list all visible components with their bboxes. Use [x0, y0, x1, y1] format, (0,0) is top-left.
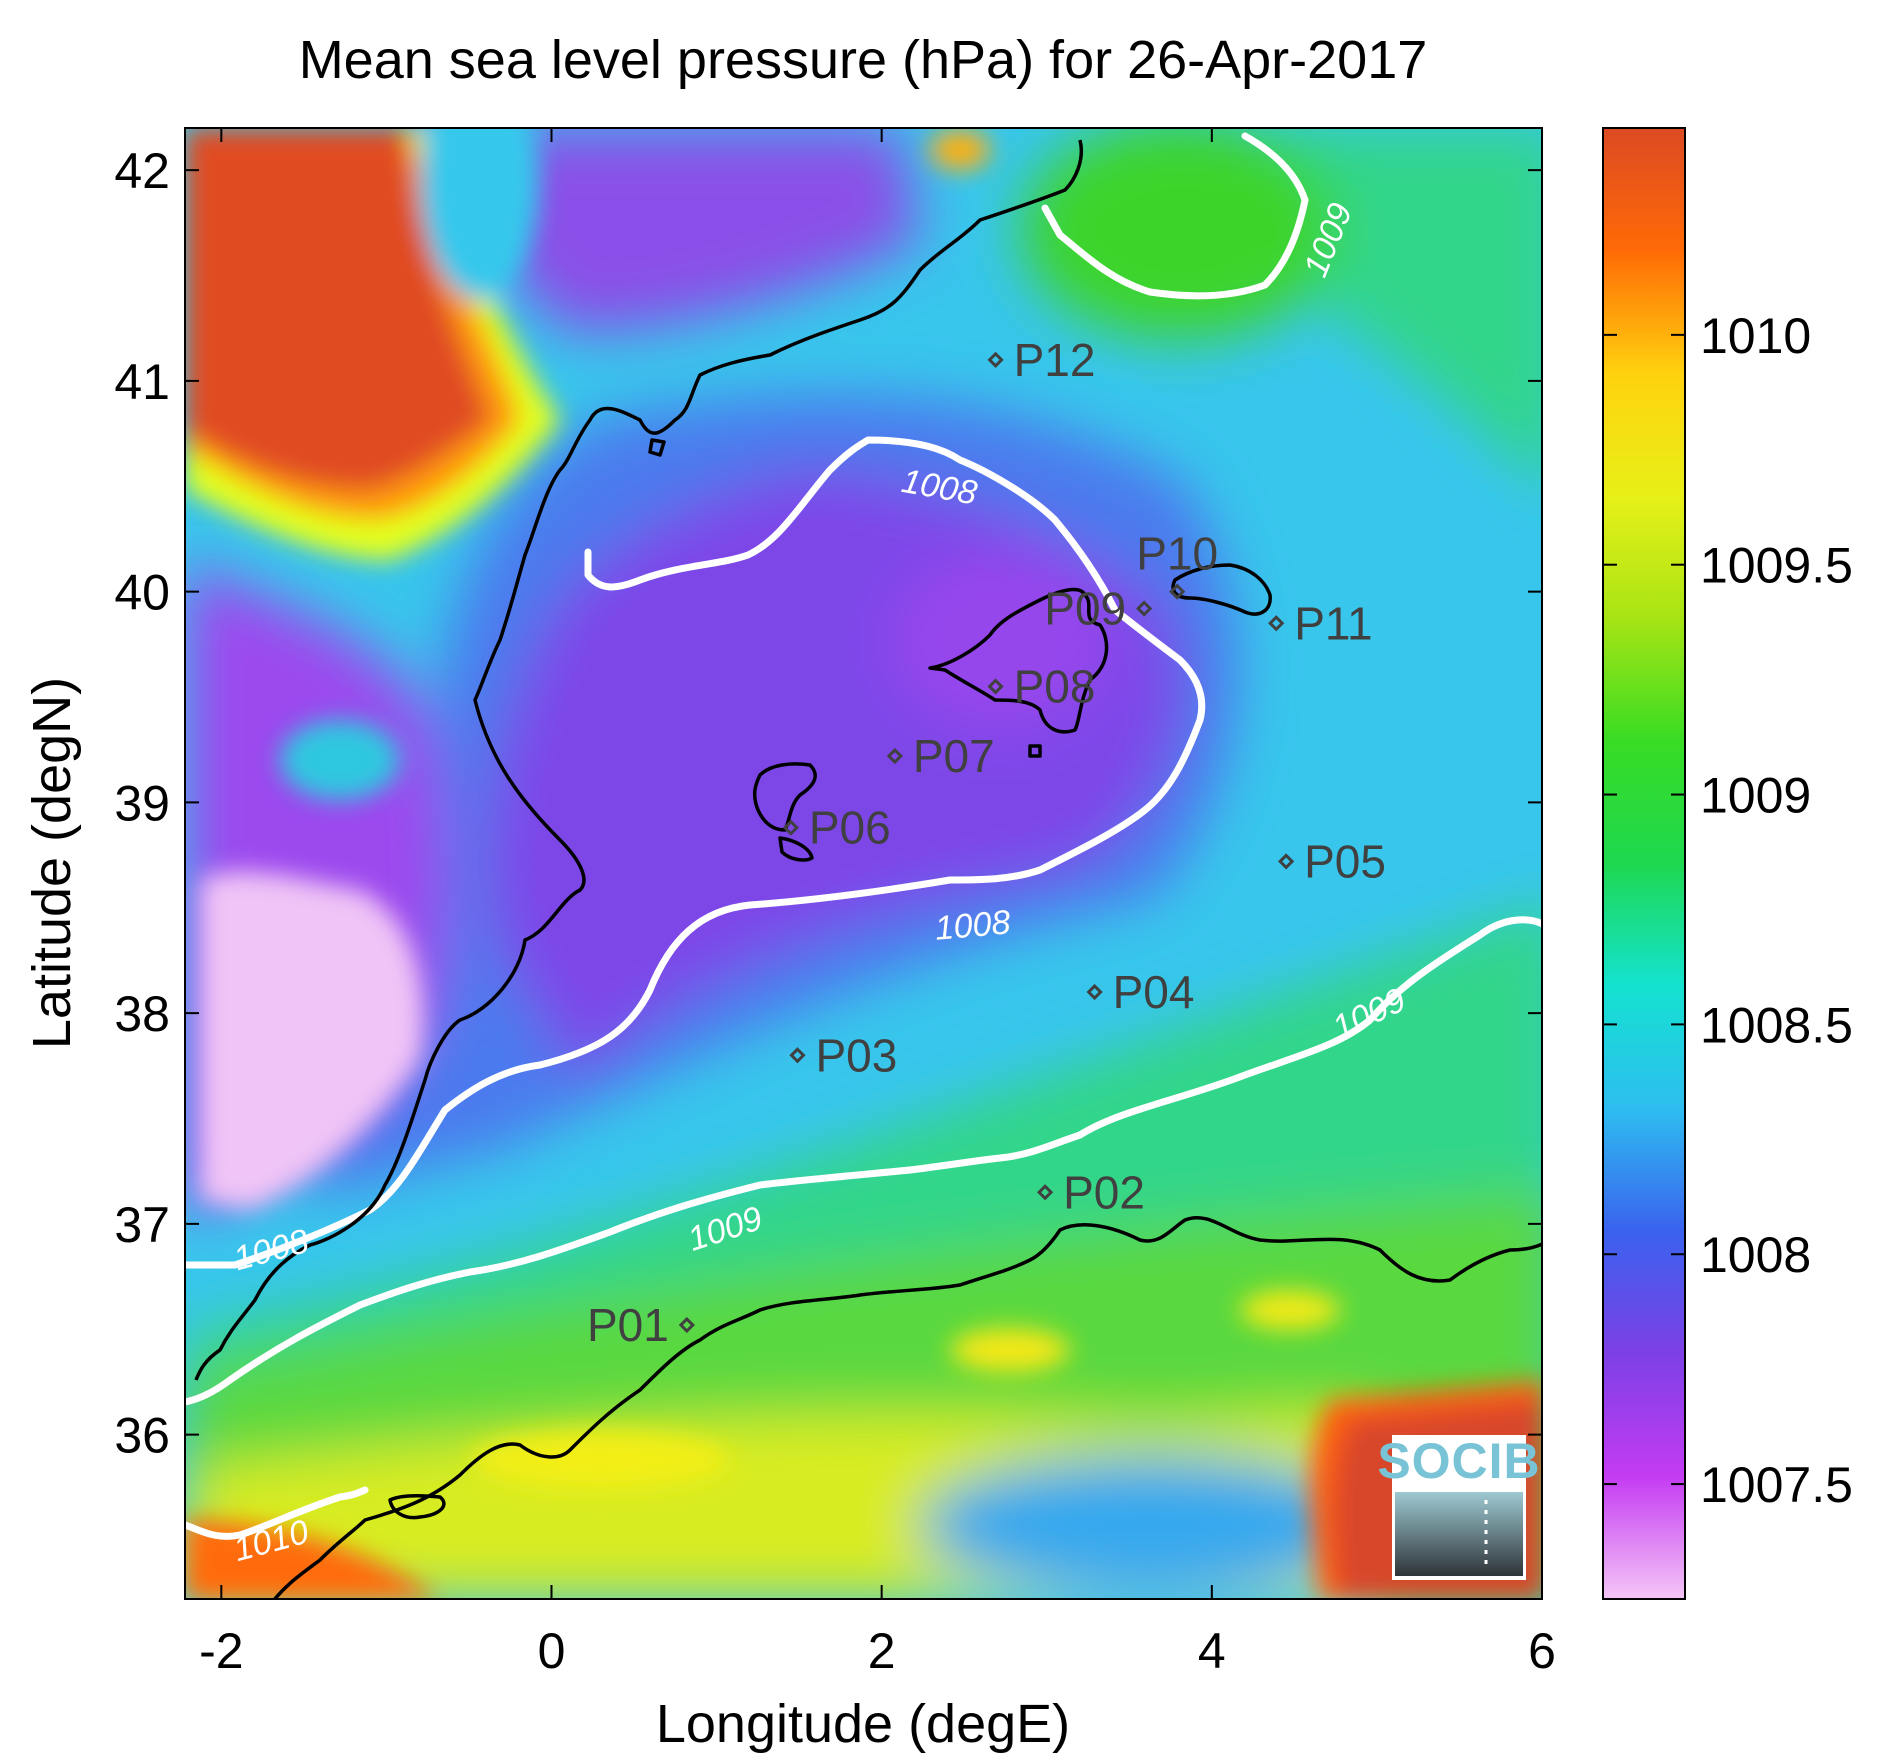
coastline-menorca	[1171, 563, 1272, 616]
socib-logo: SOCIB	[1377, 1433, 1540, 1580]
colorbar-tick-label: 1009.5	[1700, 538, 1853, 594]
coastlines	[194, 139, 1542, 1599]
station-label: P06	[809, 802, 891, 854]
station-p05: P05	[1277, 835, 1386, 887]
y-tick-label: 36	[114, 1408, 170, 1464]
station-marker-icon	[1277, 853, 1295, 870]
coastline-iberia	[194, 139, 1083, 1381]
station-marker-icon	[1169, 583, 1186, 600]
station-p08: P08	[987, 660, 1096, 712]
station-p07: P07	[886, 730, 995, 782]
colorbar-scale	[1602, 127, 1686, 1600]
station-label: P07	[913, 730, 995, 782]
contour-1008-balearic	[185, 436, 1206, 1269]
contour-1009-northeast	[1041, 132, 1309, 300]
contour-1009-south	[185, 916, 1542, 1406]
station-label: P03	[815, 1029, 897, 1081]
x-axis: -2 0 2 4 6	[199, 128, 1556, 1679]
station-p02: P02	[1036, 1166, 1145, 1218]
station-label: P12	[1014, 334, 1096, 386]
coastline-alboran	[388, 1494, 446, 1520]
station-label: P10	[1136, 528, 1218, 580]
station-marker-icon	[678, 1316, 695, 1334]
chart-title: Mean sea level pressure (hPa) for 26-Apr…	[299, 30, 1428, 90]
y-tick-label: 41	[114, 354, 170, 410]
contour-label: 1008	[933, 903, 1012, 947]
map-frame	[184, 127, 1543, 1600]
y-tick-label: 39	[114, 775, 170, 831]
x-tick-label: 4	[1198, 1623, 1226, 1679]
x-axis-label: Longitude (degE)	[656, 1694, 1070, 1754]
station-marker-icon	[1036, 1184, 1054, 1201]
station-label: P01	[587, 1299, 669, 1351]
x-tick-label: 0	[538, 1623, 566, 1679]
colorbar-tick-label: 1008	[1700, 1227, 1811, 1283]
coastline-mallorca	[928, 587, 1109, 734]
station-p03: P03	[789, 1029, 897, 1081]
station-p12: P12	[987, 334, 1096, 386]
station-p06: P06	[782, 802, 891, 854]
pressure-contours	[185, 132, 1542, 1540]
colorbar-ticks: 1007.5 1008 1008.5 1009 1009.5 1010	[1603, 308, 1853, 1513]
station-p10: P10	[1136, 528, 1218, 600]
coastline-formentera	[778, 836, 814, 862]
station-marker-icon	[1086, 983, 1103, 1001]
coastline-north-africa	[272, 1216, 1542, 1599]
station-marker-icon	[782, 819, 799, 836]
y-axis-label: Latitude (degN)	[22, 677, 82, 1049]
coastline-columbretes	[648, 438, 666, 457]
coastline-ibiza	[752, 762, 817, 832]
station-p09: P09	[1044, 582, 1153, 634]
x-tick-label: 6	[1528, 1623, 1556, 1679]
station-p04: P04	[1086, 966, 1195, 1018]
station-marker-icon	[1136, 600, 1153, 617]
station-marker-icon	[886, 747, 903, 765]
colorbar-tick-label: 1010	[1700, 308, 1811, 364]
colorbar: 1007.5 1008 1008.5 1009 1009.5 1010	[1602, 127, 1853, 1600]
station-marker-icon	[1268, 615, 1285, 632]
y-tick-label: 37	[114, 1197, 170, 1253]
coastline-cabrera	[1028, 744, 1042, 758]
x-tick-label: 2	[868, 1623, 896, 1679]
station-p11: P11	[1268, 597, 1373, 649]
colorbar-tick-label: 1009	[1700, 768, 1811, 824]
socib-logo-text: SOCIB	[1377, 1433, 1540, 1489]
station-label: P02	[1063, 1166, 1145, 1218]
x-tick-label: -2	[199, 1623, 243, 1679]
station-marker-icon	[789, 1047, 806, 1064]
station-label: P08	[1014, 660, 1096, 712]
station-label: P09	[1044, 582, 1126, 634]
y-tick-label: 40	[114, 565, 170, 621]
station-p01: P01	[587, 1299, 695, 1351]
station-marker-icon	[987, 351, 1004, 368]
station-marker-icon	[987, 678, 1004, 695]
colorbar-tick-label: 1008.5	[1700, 997, 1853, 1053]
station-label: P11	[1294, 597, 1372, 649]
colorbar-tick-label: 1007.5	[1700, 1457, 1853, 1513]
contour-1010-southwest	[185, 1486, 369, 1540]
y-tick-label: 42	[114, 143, 170, 199]
station-label: P05	[1304, 835, 1386, 887]
station-label: P04	[1113, 966, 1195, 1018]
y-axis: 36 37 38 39 40 41 42	[114, 143, 1542, 1464]
y-tick-label: 38	[114, 986, 170, 1042]
